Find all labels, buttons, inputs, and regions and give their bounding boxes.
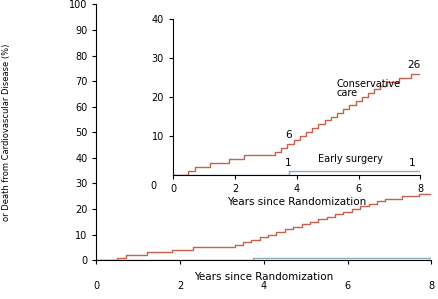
Text: 4: 4 xyxy=(261,280,267,291)
Text: 6: 6 xyxy=(285,130,291,140)
Text: 1: 1 xyxy=(285,158,291,168)
Text: 0: 0 xyxy=(150,181,156,191)
Text: 8: 8 xyxy=(428,280,434,291)
Text: 1: 1 xyxy=(409,158,415,168)
Text: care: care xyxy=(337,89,358,98)
Text: 2: 2 xyxy=(177,280,183,291)
Text: Early surgery: Early surgery xyxy=(318,155,383,164)
Text: Conservative: Conservative xyxy=(337,80,401,89)
Y-axis label: Cumulative Incidence of Operative Mortality
or Death from Cardiovascular Disease: Cumulative Incidence of Operative Mortal… xyxy=(0,39,11,225)
Text: 0: 0 xyxy=(93,280,99,291)
Text: 6: 6 xyxy=(345,280,351,291)
Text: 26: 26 xyxy=(407,60,420,70)
X-axis label: Years since Randomization: Years since Randomization xyxy=(194,272,333,282)
X-axis label: Years since Randomization: Years since Randomization xyxy=(227,197,366,207)
